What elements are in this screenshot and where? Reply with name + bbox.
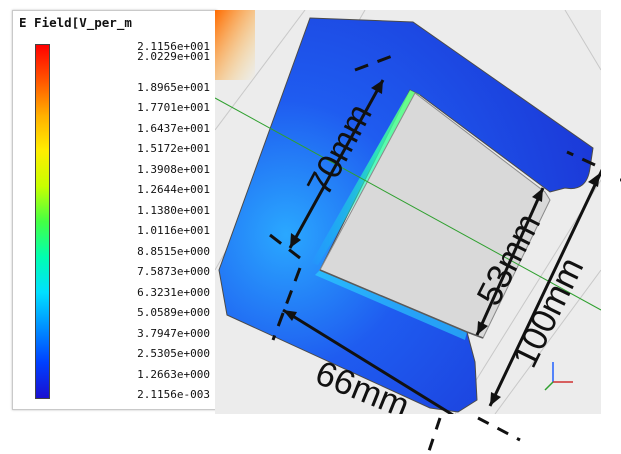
legend-tick-label: 2.0229e+001 (137, 50, 210, 63)
legend-ticks: 2.1156e+001 2.0229e+001 1.8965e+001 1.7701e… (13, 11, 218, 411)
hot-corner (215, 10, 255, 80)
axis-triad-icon (544, 362, 573, 391)
3d-viewport[interactable]: 70mm 53mm 100mm 66mm (215, 10, 601, 414)
legend-tick-label: 1.0116e+001 (137, 224, 210, 238)
legend-tick-label: 6.3231e+000 (137, 285, 210, 299)
legend-title: E Field[V_per_m (19, 15, 132, 30)
legend-tick-label: 1.3908e+001 (137, 162, 210, 176)
legend-tick-label: 1.6437e+001 (137, 121, 210, 135)
extension-lines (269, 53, 596, 341)
legend-tick-label: 3.7947e+000 (137, 326, 210, 340)
legend-tick-label: 1.5172e+001 (137, 142, 210, 156)
legend-tick-label: 7.5873e+000 (137, 265, 210, 279)
legend-tick-label: 2.1156e-003 (137, 388, 210, 401)
legend-tick-label: 1.1380e+001 (137, 203, 210, 217)
field-core-plate (218, 17, 594, 413)
field-plot-scene: 70mm 53mm 100mm 66mm (215, 10, 601, 414)
legend-tick-label: 5.0589e+000 (137, 306, 210, 320)
legend-colorbar (35, 44, 50, 399)
dimension-arrows (282, 79, 601, 414)
legend-tick-label: 2.5305e+000 (137, 347, 210, 361)
field-legend: E Field[V_per_m 2.1156e+001 2.0229e+001 1.… (12, 10, 217, 410)
legend-tick-label: 2.1156e+001 (137, 40, 210, 53)
legend-tick-label: 1.8965e+001 (137, 80, 210, 94)
legend-tick-label: 1.7701e+001 (137, 101, 210, 115)
axis-line (215, 97, 601, 311)
legend-tick-label: 1.2644e+001 (137, 183, 210, 197)
legend-tick-label: 1.2663e+000 (137, 367, 210, 381)
legend-tick-label: 8.8515e+000 (137, 244, 210, 258)
